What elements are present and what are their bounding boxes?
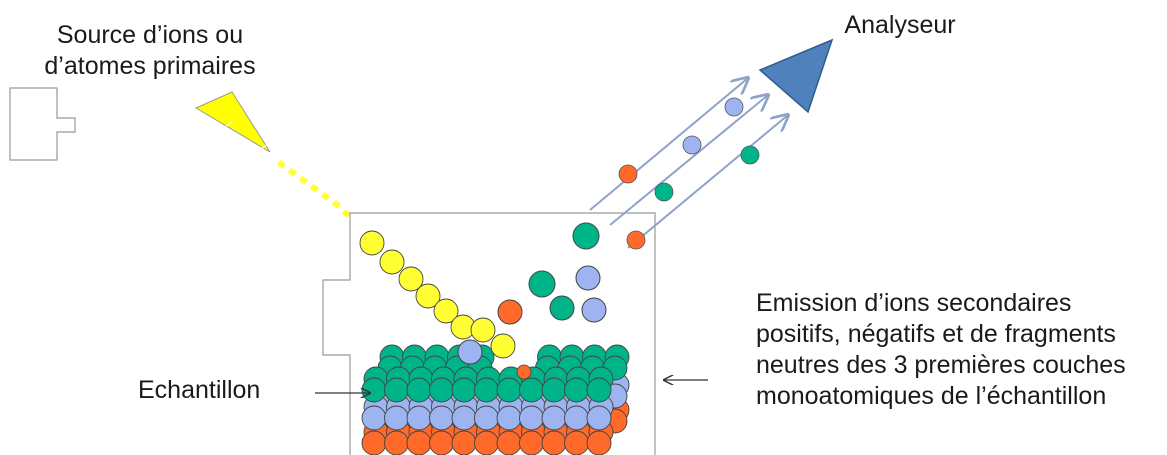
source-label-line2: d’atomes primaires (44, 52, 256, 80)
emitted-particles (497, 222, 607, 325)
emission-trajectories (589, 78, 788, 249)
atom-blue (564, 405, 589, 431)
emission-label-line4: monoatomiques de l’échantillon (756, 382, 1107, 410)
primary-ion (379, 249, 405, 275)
atom-green (519, 377, 544, 403)
atom-orange (496, 430, 522, 455)
atom-green (564, 377, 589, 403)
atom-orange (451, 430, 477, 455)
primary-ion (470, 317, 496, 343)
atom-green (541, 377, 567, 403)
source-cone-icon (194, 91, 271, 153)
atom-green (496, 377, 522, 403)
atom-blue (429, 405, 454, 431)
crater-orange-atom (516, 364, 532, 380)
emission-label: Emission d’ions secondaires positifs, né… (756, 288, 1126, 412)
primary-ion-chain (359, 230, 516, 359)
atom-layer-green (361, 344, 630, 403)
atom-orange (586, 430, 612, 455)
atom-orange (406, 430, 432, 455)
primary-ion (359, 230, 385, 256)
primary-ion (490, 333, 516, 359)
emission-label-line3: neutres des 3 premières couches (756, 351, 1126, 379)
emission-label-line1: Emission d’ions secondaires (756, 289, 1072, 317)
atom-blue (519, 405, 544, 431)
atom-green (586, 377, 612, 403)
source-label: Source d’ions ou d’atomes primaires (0, 20, 300, 82)
analyseur-label: Analyseur (844, 11, 956, 39)
atom-blue (406, 405, 432, 431)
source-housing (9, 87, 76, 161)
atom-orange (519, 430, 544, 455)
atom-green (451, 377, 477, 403)
analyseur-icon (758, 38, 834, 114)
atom-orange (564, 430, 589, 455)
atom-green (361, 377, 387, 403)
atom-green (406, 377, 432, 403)
atom-blue (451, 405, 477, 431)
atom-green (384, 377, 409, 403)
sample-chamber (322, 212, 656, 455)
atom-orange (429, 430, 454, 455)
atom-blue (586, 405, 612, 431)
atom-blue (384, 405, 409, 431)
atom-blue (541, 405, 567, 431)
atom-blue (474, 405, 499, 431)
atom-blue (496, 405, 522, 431)
echantillon-label: Echantillon (138, 376, 261, 404)
source-label-line1: Source d’ions ou (56, 21, 244, 49)
atom-orange (474, 430, 499, 455)
atom-blue (361, 405, 387, 431)
primary-ion (415, 283, 441, 309)
atom-green (429, 377, 454, 403)
atom-green (474, 377, 499, 403)
displaced-blue-atom (457, 339, 483, 365)
primary-beam (276, 159, 351, 218)
atom-orange (541, 430, 567, 455)
emission-label-line2: positifs, négatifs et de fragments (756, 320, 1116, 348)
atom-orange (361, 430, 387, 455)
primary-ion (433, 298, 459, 324)
primary-ion (398, 266, 424, 292)
atom-orange (384, 430, 409, 455)
flying-ions (618, 97, 760, 250)
